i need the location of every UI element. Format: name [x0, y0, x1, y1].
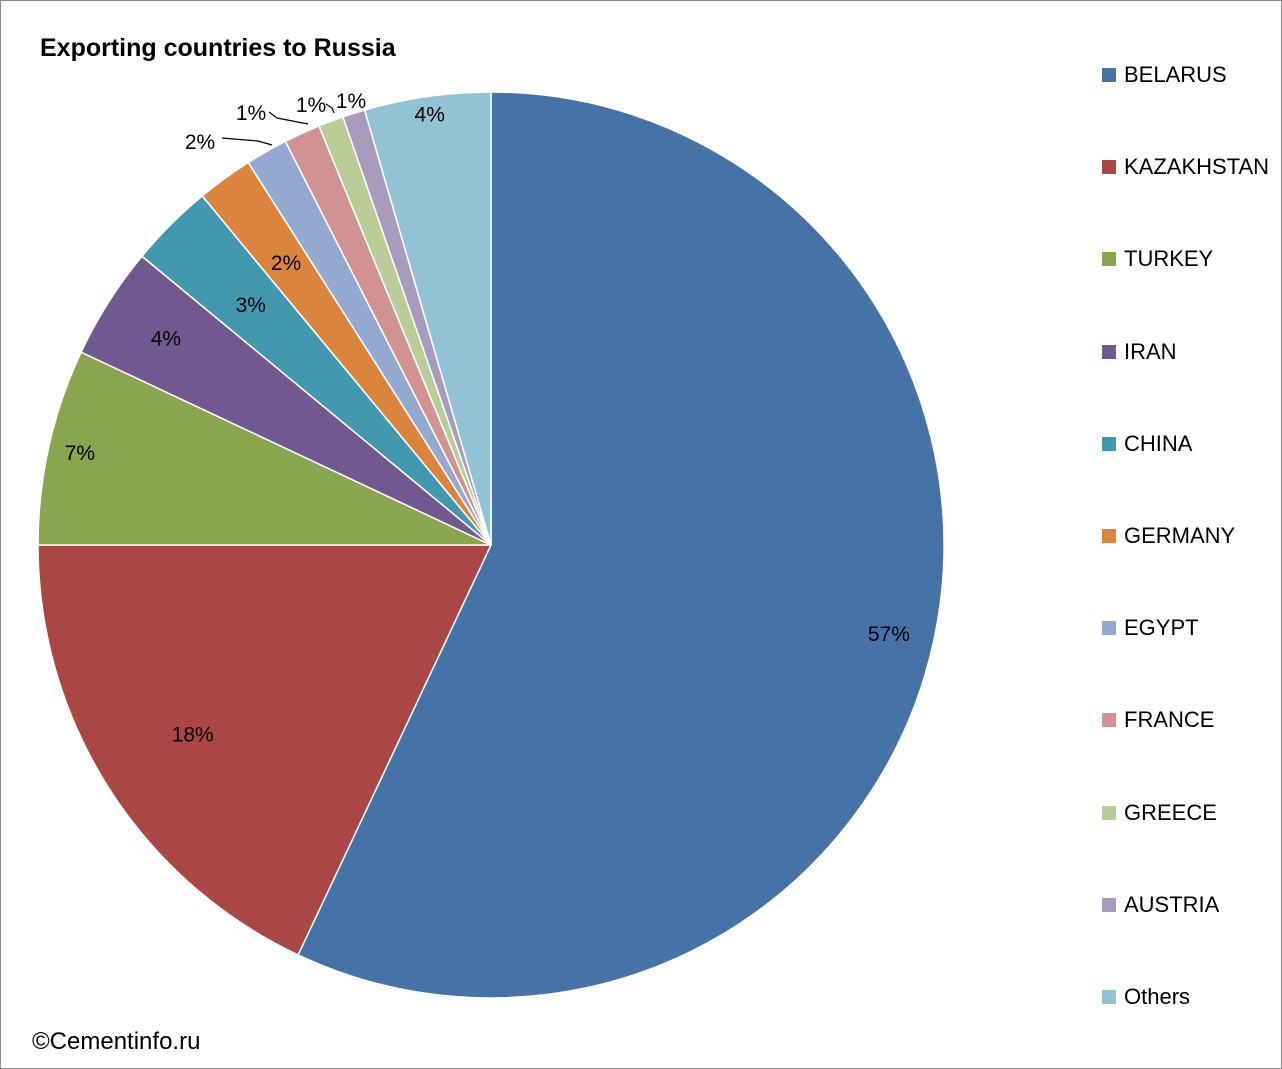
slice-label-greece: 1%	[296, 94, 326, 117]
legend-item-china: CHINA	[1102, 429, 1192, 459]
legend-item-egypt: EGYPT	[1102, 613, 1199, 643]
slice-label-others: 4%	[415, 104, 445, 127]
leader-line-france	[268, 111, 309, 125]
legend-label-austria: AUSTRIA	[1124, 891, 1220, 917]
legend-item-belarus: BELARUS	[1102, 60, 1227, 90]
leader-line-greece	[325, 103, 335, 114]
chart-title: Exporting countries to Russia	[40, 34, 396, 62]
legend-label-kazakhstan: KAZAKHSTAN	[1124, 154, 1270, 180]
legend-label-germany: GERMANY	[1124, 523, 1236, 548]
legend-swatch-belarus	[1102, 68, 1116, 82]
slice-label-egypt: 2%	[185, 131, 215, 154]
legend-item-greece: GREECE	[1102, 798, 1217, 828]
legend-swatch-iran	[1102, 344, 1116, 359]
slice-label-belarus: 57%	[868, 623, 910, 646]
legend-item-germany: GERMANY	[1102, 521, 1235, 551]
legend-swatch-france	[1102, 713, 1116, 728]
legend-label-china: CHINA	[1124, 430, 1193, 456]
slice-label-austria: 1%	[336, 90, 366, 113]
credit-text: ©Cementinfo.ru	[32, 1028, 201, 1055]
pie-slice-others	[363, 91, 492, 546]
legend-item-turkey: TURKEY	[1102, 244, 1213, 274]
legend-swatch-kazakhstan	[1102, 160, 1116, 175]
legend-swatch-egypt	[1102, 621, 1116, 636]
legend-swatch-china	[1102, 436, 1116, 451]
legend-swatch-others	[1102, 990, 1116, 1004]
slice-label-france: 1%	[236, 102, 266, 125]
legend-swatch-germany	[1102, 529, 1116, 543]
legend-item-iran: IRAN	[1102, 337, 1177, 367]
pie-slice-turkey	[37, 351, 492, 546]
slice-label-china: 3%	[236, 294, 266, 317]
legend-swatch-austria	[1102, 897, 1116, 912]
legend-item-others: Others	[1102, 982, 1190, 1012]
pie-slice-kazakhstan	[37, 544, 493, 956]
leader-line-egypt	[221, 137, 273, 146]
legend-swatch-turkey	[1102, 252, 1116, 267]
legend: BELARUS KAZAKHSTAN TURKEY IRAN CHINA GERMANY E…	[1102, 60, 1278, 1020]
pie-slice-belarus	[297, 91, 945, 999]
slice-label-kazakhstan: 18%	[172, 723, 214, 746]
slice-label-turkey: 7%	[65, 442, 95, 465]
legend-label-france: FRANCE	[1124, 707, 1215, 733]
legend-label-belarus: BELARUS	[1124, 62, 1227, 87]
slice-label-iran: 4%	[151, 328, 181, 351]
legend-item-austria: AUSTRIA	[1102, 890, 1219, 920]
slice-label-germany: 2%	[271, 252, 301, 275]
legend-label-turkey: TURKEY	[1124, 246, 1214, 272]
legend-label-iran: IRAN	[1124, 338, 1177, 364]
legend-swatch-greece	[1102, 805, 1116, 820]
legend-label-others: Others	[1124, 984, 1191, 1009]
legend-label-greece: GREECE	[1124, 799, 1217, 825]
legend-item-france: FRANCE	[1102, 705, 1214, 735]
legend-label-egypt: EGYPT	[1124, 615, 1199, 641]
legend-item-kazakhstan: KAZAKHSTAN	[1102, 152, 1269, 182]
